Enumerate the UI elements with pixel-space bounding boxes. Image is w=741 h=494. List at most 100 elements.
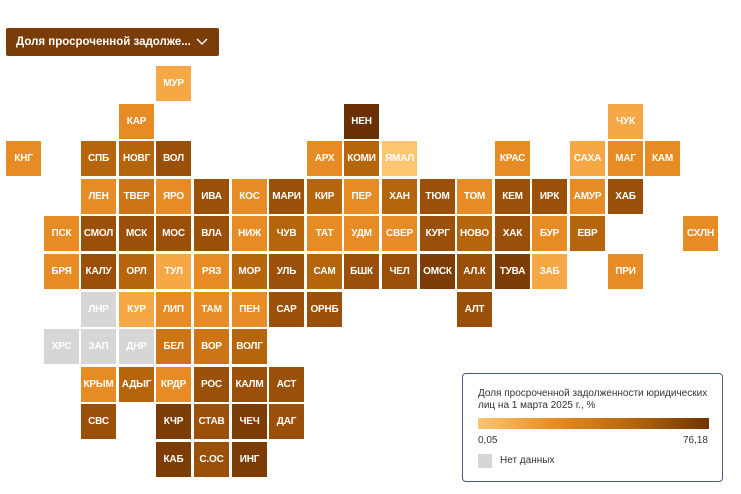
region-tile[interactable]: ДАГ: [269, 404, 304, 439]
region-tile[interactable]: РЯЗ: [194, 254, 229, 289]
region-tile[interactable]: ПСК: [44, 216, 79, 251]
region-tile[interactable]: ЛИП: [156, 292, 191, 327]
region-tile[interactable]: КАЛУ: [81, 254, 116, 289]
region-tile[interactable]: АДЫГ: [119, 367, 154, 402]
region-tile[interactable]: АМУР: [570, 179, 605, 214]
region-tile[interactable]: КОМИ: [344, 141, 379, 176]
region-tile[interactable]: ТУЛ: [156, 254, 191, 289]
region-tile[interactable]: УДМ: [344, 216, 379, 251]
region-tile[interactable]: ЧЕЛ: [382, 254, 417, 289]
region-tile[interactable]: ЗАП: [81, 329, 116, 364]
region-tile[interactable]: ТАМ: [194, 292, 229, 327]
region-tile[interactable]: КУР: [119, 292, 154, 327]
region-tile[interactable]: ПРИ: [608, 254, 643, 289]
region-tile[interactable]: БРЯ: [44, 254, 79, 289]
region-tile[interactable]: ВОР: [194, 329, 229, 364]
region-tile[interactable]: РОС: [194, 367, 229, 402]
region-tile[interactable]: НИЖ: [232, 216, 267, 251]
region-tile[interactable]: АЛТ: [457, 292, 492, 327]
region-tile[interactable]: ЛЕН: [81, 179, 116, 214]
indicator-dropdown[interactable]: Доля просроченной задолже...: [6, 28, 219, 56]
region-tile[interactable]: КРДР: [156, 367, 191, 402]
region-tile[interactable]: МАРИ: [269, 179, 304, 214]
region-tile[interactable]: МУР: [156, 66, 191, 101]
legend-no-data-swatch: [478, 454, 492, 468]
region-tile[interactable]: САМ: [307, 254, 342, 289]
legend-min-label: 0,05: [478, 435, 498, 446]
region-tile[interactable]: КЧР: [156, 404, 191, 439]
region-tile[interactable]: ХАН: [382, 179, 417, 214]
region-tile[interactable]: КАЛМ: [232, 367, 267, 402]
region-tile[interactable]: МОС: [156, 216, 191, 251]
region-tile[interactable]: ПЕР: [344, 179, 379, 214]
region-tile[interactable]: САХА: [570, 141, 605, 176]
region-tile[interactable]: ИНГ: [232, 442, 267, 477]
region-tile[interactable]: НОВО: [457, 216, 492, 251]
chevron-down-icon: [195, 35, 209, 49]
region-tile[interactable]: СПБ: [81, 141, 116, 176]
region-tile[interactable]: СТАВ: [194, 404, 229, 439]
legend: Доля просроченной задолженности юридичес…: [462, 373, 723, 482]
region-tile[interactable]: ИРК: [532, 179, 567, 214]
region-tile[interactable]: МОР: [232, 254, 267, 289]
region-tile[interactable]: ТУВА: [495, 254, 530, 289]
region-tile[interactable]: ЯРО: [156, 179, 191, 214]
region-tile[interactable]: СВС: [81, 404, 116, 439]
region-tile[interactable]: СМОЛ: [81, 216, 116, 251]
legend-no-data-label: Нет данных: [500, 455, 555, 466]
region-tile[interactable]: ХРС: [44, 329, 79, 364]
region-tile[interactable]: ТВЕР: [119, 179, 154, 214]
region-tile[interactable]: ЧУК: [608, 104, 643, 139]
region-tile[interactable]: ОМСК: [420, 254, 455, 289]
region-tile[interactable]: КАБ: [156, 442, 191, 477]
region-tile[interactable]: ХАБ: [608, 179, 643, 214]
region-tile[interactable]: САР: [269, 292, 304, 327]
region-tile[interactable]: УЛЬ: [269, 254, 304, 289]
legend-title: Доля просроченной задолженности юридичес…: [478, 388, 708, 411]
region-tile[interactable]: ЧЕЧ: [232, 404, 267, 439]
indicator-dropdown-label: Доля просроченной задолже...: [16, 36, 191, 48]
region-tile[interactable]: ВЛА: [194, 216, 229, 251]
region-tile[interactable]: ЯМАЛ: [382, 141, 417, 176]
region-tile[interactable]: ДНР: [119, 329, 154, 364]
region-tile[interactable]: КОС: [232, 179, 267, 214]
region-tile[interactable]: ТАТ: [307, 216, 342, 251]
region-tile[interactable]: ТОМ: [457, 179, 492, 214]
region-tile[interactable]: ЛНР: [81, 292, 116, 327]
region-tile[interactable]: КРЫМ: [81, 367, 116, 402]
region-tile[interactable]: КРАС: [495, 141, 530, 176]
region-tile[interactable]: ОРЛ: [119, 254, 154, 289]
region-tile[interactable]: КАР: [119, 104, 154, 139]
legend-color-scale: [478, 418, 709, 429]
region-tile[interactable]: С.ОС: [194, 442, 229, 477]
region-tile[interactable]: ПЕН: [232, 292, 267, 327]
region-tile[interactable]: АРХ: [307, 141, 342, 176]
region-tile[interactable]: КУРГ: [420, 216, 455, 251]
region-tile[interactable]: ЧУВ: [269, 216, 304, 251]
legend-max-label: 76,18: [682, 435, 708, 446]
region-tile[interactable]: КНГ: [6, 141, 41, 176]
region-tile[interactable]: КИР: [307, 179, 342, 214]
region-tile[interactable]: ТЮМ: [420, 179, 455, 214]
region-tile[interactable]: ЗАБ: [532, 254, 567, 289]
region-tile[interactable]: НЕН: [344, 104, 379, 139]
region-tile[interactable]: АСТ: [269, 367, 304, 402]
region-tile[interactable]: КЕМ: [495, 179, 530, 214]
region-tile[interactable]: БШК: [344, 254, 379, 289]
region-tile[interactable]: ВОЛГ: [232, 329, 267, 364]
region-tile[interactable]: БУР: [532, 216, 567, 251]
region-tile[interactable]: СВЕР: [382, 216, 417, 251]
region-tile[interactable]: БЕЛ: [156, 329, 191, 364]
region-tile[interactable]: МСК: [119, 216, 154, 251]
region-tile[interactable]: КАМ: [645, 141, 680, 176]
region-tile[interactable]: ОРНБ: [307, 292, 342, 327]
region-tile[interactable]: АЛ.К: [457, 254, 492, 289]
region-tile[interactable]: ИВА: [194, 179, 229, 214]
region-tile[interactable]: СХЛН: [683, 216, 718, 251]
region-tile[interactable]: ВОЛ: [156, 141, 191, 176]
region-tile[interactable]: МАГ: [608, 141, 643, 176]
region-tile[interactable]: ХАК: [495, 216, 530, 251]
region-tile[interactable]: ЕВР: [570, 216, 605, 251]
region-tile[interactable]: НОВГ: [119, 141, 154, 176]
